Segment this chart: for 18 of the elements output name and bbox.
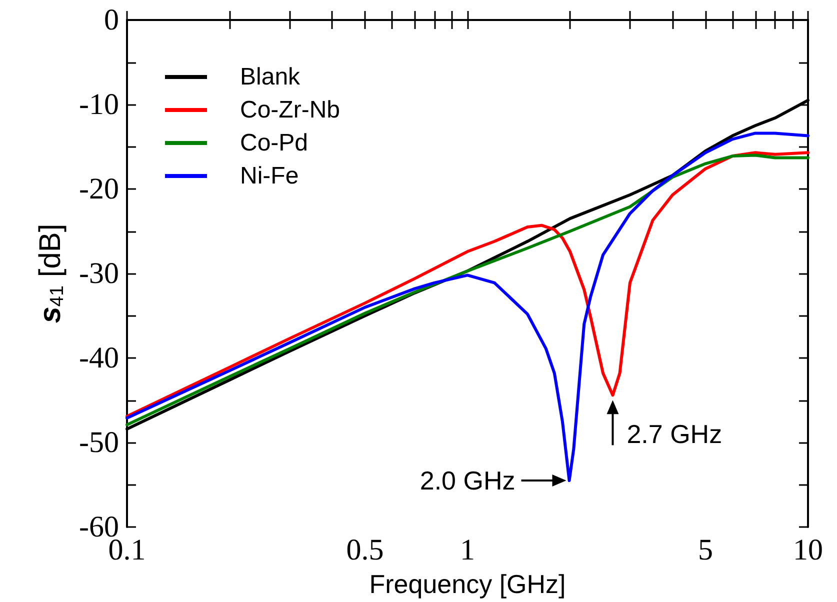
- x-tick-label: 5: [698, 534, 713, 566]
- x-tick-label: 10: [793, 534, 823, 566]
- y-tick-label: -30: [79, 257, 119, 290]
- y-tick-label: -40: [79, 342, 119, 374]
- y-tick-label: 0: [104, 4, 119, 36]
- annotation: 2.0 GHz: [420, 466, 516, 496]
- y-tick-label: -20: [79, 172, 119, 206]
- x-axis-title: Frequency [GHz]: [369, 569, 566, 599]
- legend-label: Co-Zr-Nb: [240, 96, 340, 124]
- x-tick-label: 0.5: [346, 534, 384, 566]
- legend-label: Ni-Fe: [240, 162, 299, 190]
- y-tick-label: -10: [79, 88, 119, 121]
- x-tick-label: 1: [460, 534, 475, 566]
- legend-label: Co-Pd: [240, 130, 308, 156]
- annotation: 2.7 GHz: [626, 419, 722, 450]
- legend-label: Blank: [240, 64, 302, 90]
- y-axis-title: s41 [dB]: [34, 224, 68, 324]
- y-tick-label: -50: [79, 426, 119, 459]
